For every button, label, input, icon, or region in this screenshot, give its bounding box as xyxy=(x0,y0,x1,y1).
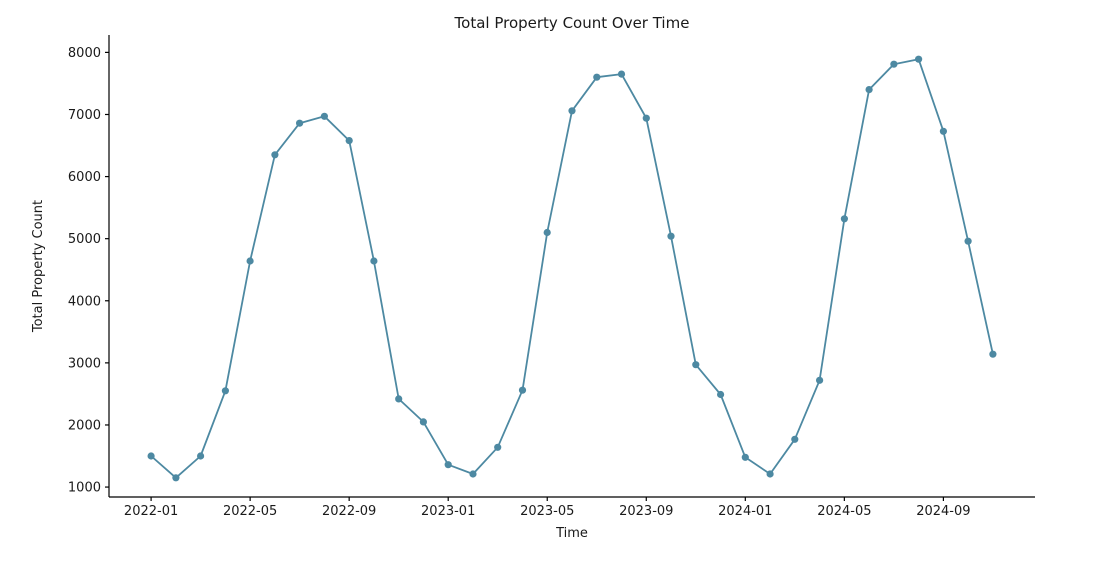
data-point xyxy=(221,387,229,395)
y-tick-label: 8000 xyxy=(68,46,101,61)
y-tick-label: 6000 xyxy=(68,170,101,185)
chart-title: Total Property Count Over Time xyxy=(454,14,690,32)
data-point xyxy=(271,151,279,159)
data-point xyxy=(741,453,749,461)
data-point xyxy=(419,418,427,426)
data-point xyxy=(766,470,774,478)
data-point xyxy=(617,70,626,78)
data-point xyxy=(692,361,700,369)
data-point xyxy=(494,443,502,451)
data-point xyxy=(642,114,650,122)
data-point xyxy=(816,376,824,384)
data-point xyxy=(320,112,328,120)
data-series xyxy=(147,55,997,482)
x-tick-label: 2022-09 xyxy=(322,504,376,519)
data-point xyxy=(246,257,254,265)
data-point xyxy=(890,60,898,68)
data-point xyxy=(865,86,873,94)
data-point xyxy=(296,119,304,127)
data-point xyxy=(939,127,948,135)
y-tick-label: 1000 xyxy=(68,481,101,496)
data-point xyxy=(667,232,675,240)
data-point xyxy=(370,257,378,265)
y-tick-label: 5000 xyxy=(68,232,101,247)
y-tick-label: 7000 xyxy=(68,108,101,123)
y-tick-label: 2000 xyxy=(68,418,101,433)
x-tick-label: 2022-01 xyxy=(124,504,178,519)
data-point xyxy=(518,386,527,394)
data-point xyxy=(172,474,180,482)
data-point xyxy=(345,137,353,145)
data-point xyxy=(568,107,576,115)
data-point xyxy=(395,395,403,403)
data-point xyxy=(593,73,601,81)
data-point xyxy=(989,350,997,358)
x-tick-label: 2022-05 xyxy=(223,504,277,519)
x-axis-label: Time xyxy=(555,526,588,541)
x-tick-label: 2024-05 xyxy=(817,504,871,519)
data-point xyxy=(543,228,551,237)
data-point xyxy=(717,390,725,399)
x-tick-label: 2023-05 xyxy=(520,504,574,519)
x-tick-label: 2023-01 xyxy=(421,504,475,519)
x-tick-label: 2024-01 xyxy=(718,504,772,519)
y-tick-label: 4000 xyxy=(68,294,101,309)
y-tick-label: 3000 xyxy=(68,356,101,371)
data-point xyxy=(791,435,799,443)
data-point xyxy=(444,461,452,469)
data-point xyxy=(197,452,205,460)
data-point xyxy=(840,215,849,223)
x-tick-label: 2023-09 xyxy=(619,504,673,519)
data-point xyxy=(915,55,923,63)
x-tick-label: 2024-09 xyxy=(916,504,970,519)
y-axis-label: Total Property Count xyxy=(31,200,46,333)
data-point xyxy=(964,237,972,245)
x-axis-ticks: 2022-01 2022-05 2022-09 2023-01 2023-05 2023-… xyxy=(124,497,971,519)
data-point xyxy=(469,470,477,478)
data-point xyxy=(147,452,155,460)
y-axis-ticks: 1000 2000 3000 4000 5000 6000 7000 8000 xyxy=(68,46,109,496)
series-line xyxy=(150,58,994,479)
